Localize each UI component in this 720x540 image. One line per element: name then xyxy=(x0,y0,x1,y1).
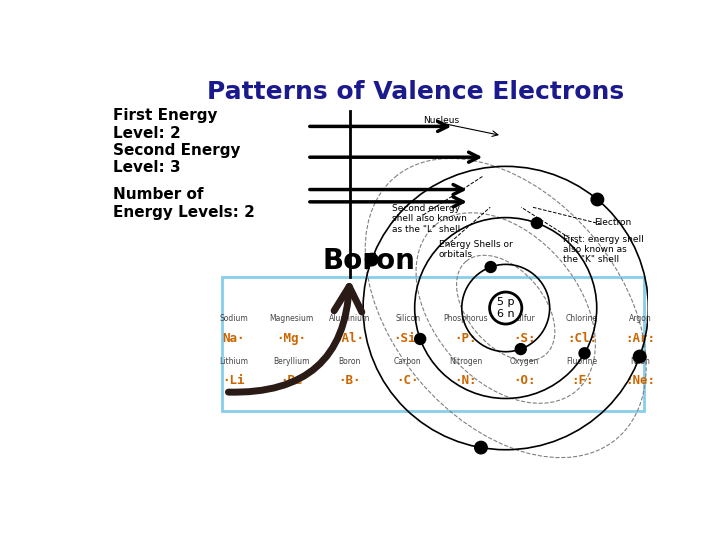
Circle shape xyxy=(590,193,604,206)
Text: ·O:: ·O: xyxy=(513,374,535,387)
Text: Sulfur: Sulfur xyxy=(513,314,536,323)
Text: First: energy shell
also known as
the "K" shell: First: energy shell also known as the "K… xyxy=(563,235,644,265)
Text: Boron: Boron xyxy=(323,247,415,275)
Text: Magnesium: Magnesium xyxy=(269,314,314,323)
Text: ·Al·: ·Al· xyxy=(335,332,364,345)
Text: Aluminium: Aluminium xyxy=(329,314,370,323)
Text: 5 p
6 n: 5 p 6 n xyxy=(497,297,515,319)
Circle shape xyxy=(485,261,497,273)
Text: Phosphorus: Phosphorus xyxy=(444,314,488,323)
Circle shape xyxy=(578,347,590,360)
Text: :Ne:: :Ne: xyxy=(625,374,655,387)
Text: Nitrogen: Nitrogen xyxy=(449,357,482,366)
Text: Lithium: Lithium xyxy=(219,357,248,366)
Text: :Cl:: :Cl: xyxy=(567,332,597,345)
Circle shape xyxy=(414,333,426,345)
Text: Carbon: Carbon xyxy=(394,357,422,366)
Text: :Ar:: :Ar: xyxy=(625,332,655,345)
Text: ·B·: ·B· xyxy=(338,374,361,387)
Text: Silicon: Silicon xyxy=(395,314,420,323)
Circle shape xyxy=(490,292,522,324)
Circle shape xyxy=(515,343,527,355)
Text: Second energy
shell also known
as the "L" shell: Second energy shell also known as the "L… xyxy=(392,204,467,234)
Circle shape xyxy=(474,441,488,455)
Circle shape xyxy=(633,349,647,363)
Circle shape xyxy=(531,217,543,229)
Text: Sodium: Sodium xyxy=(219,314,248,323)
Text: Energy Shells or
orbitals: Energy Shells or orbitals xyxy=(438,240,513,259)
Text: :F:: :F: xyxy=(571,374,593,387)
Text: Oxygen: Oxygen xyxy=(509,357,539,366)
Circle shape xyxy=(365,253,379,267)
Text: Boron: Boron xyxy=(338,357,361,366)
Text: ·Li: ·Li xyxy=(222,374,245,387)
Text: ·Si·: ·Si· xyxy=(392,332,423,345)
FancyArrowPatch shape xyxy=(228,286,362,392)
Text: Patterns of Valence Electrons: Patterns of Valence Electrons xyxy=(207,80,624,104)
Text: ·N:: ·N: xyxy=(454,374,477,387)
Text: ·C·: ·C· xyxy=(397,374,419,387)
Text: Fluorine: Fluorine xyxy=(567,357,598,366)
Text: Beryllium: Beryllium xyxy=(274,357,310,366)
Text: Chlorine: Chlorine xyxy=(566,314,598,323)
Text: Argon: Argon xyxy=(629,314,652,323)
Text: ·S:: ·S: xyxy=(513,332,535,345)
Text: Na·: Na· xyxy=(222,332,245,345)
Text: Neon: Neon xyxy=(630,357,650,366)
Text: ·Be: ·Be xyxy=(280,374,302,387)
Text: Electron: Electron xyxy=(594,218,631,227)
Text: Nucleus: Nucleus xyxy=(423,116,459,125)
Text: ·Mg·: ·Mg· xyxy=(276,332,307,345)
FancyBboxPatch shape xyxy=(222,276,644,411)
Text: First Energy
Level: 2
Second Energy
Level: 3: First Energy Level: 2 Second Energy Leve… xyxy=(113,108,240,176)
Text: ·P:: ·P: xyxy=(454,332,477,345)
Text: Number of
Energy Levels: 2: Number of Energy Levels: 2 xyxy=(113,187,255,220)
